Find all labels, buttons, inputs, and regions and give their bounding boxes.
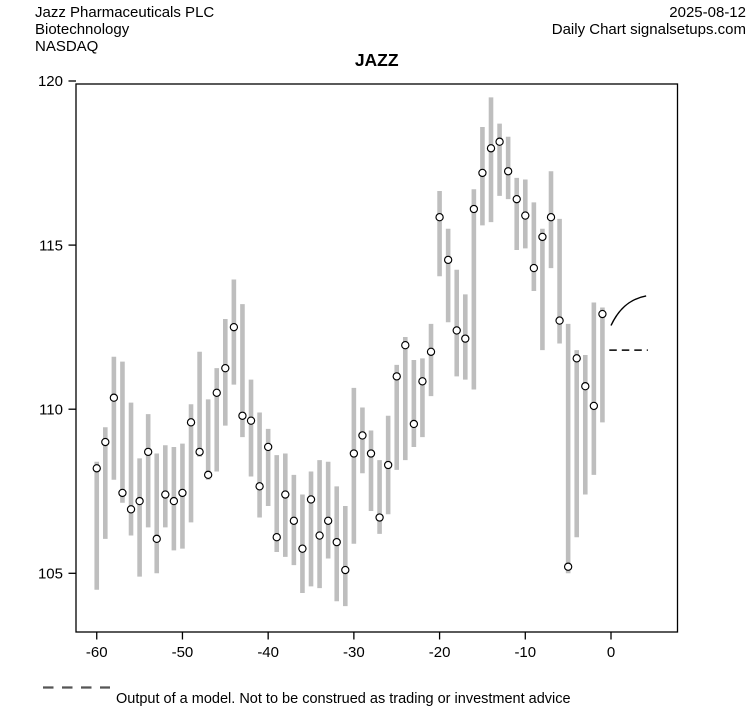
price-point [546, 213, 556, 222]
disclaimer-text: Output of a model. Not to be construed a… [116, 691, 571, 707]
price-point [375, 513, 384, 522]
price-point [469, 204, 479, 214]
price-point [109, 393, 119, 402]
price-point [118, 488, 127, 498]
price-point [418, 377, 427, 386]
price-point [298, 544, 307, 553]
x-axis-tick-label: -50 [172, 644, 194, 661]
price-point [178, 488, 187, 498]
price-point [349, 449, 359, 458]
y-axis-tick-label: 110 [39, 401, 63, 418]
exchange-label: NASDAQ [35, 38, 98, 55]
price-point [221, 363, 230, 373]
price-point [486, 144, 496, 153]
y-axis-tick-label: 105 [38, 566, 63, 583]
price-point [383, 460, 393, 470]
price-point [143, 447, 153, 457]
price-point [289, 516, 299, 525]
price-point [161, 490, 170, 499]
price-point [281, 490, 290, 499]
price-point [263, 442, 273, 452]
price-point [92, 464, 101, 473]
x-axis-tick-label: -40 [257, 644, 279, 661]
price-point [503, 167, 513, 176]
plot-border [75, 83, 679, 633]
price-point [152, 534, 161, 544]
footer: Output of a model. Not to be construed a… [43, 686, 571, 707]
price-point [512, 194, 521, 204]
price-point [572, 354, 581, 363]
chart-date: 2025-08-12 [669, 4, 746, 21]
price-point [426, 347, 436, 356]
plot-area: 105 110 115 120 -60 -50 -40 -30 -20 -10 0 [38, 73, 679, 661]
x-axis-tick-label: -30 [343, 644, 365, 661]
price-point [401, 341, 410, 350]
price-point [366, 449, 376, 458]
price-point [126, 505, 136, 514]
price-point [323, 516, 333, 525]
price-point [255, 482, 264, 491]
price-point [212, 388, 221, 397]
price-point [169, 496, 179, 506]
price-point [589, 401, 599, 411]
price-point [392, 372, 401, 381]
price-point [332, 537, 341, 547]
company-name: Jazz Pharmaceuticals PLC [35, 4, 214, 21]
price-point [555, 316, 564, 325]
price-point [229, 322, 239, 332]
x-axis-tick-label: -20 [429, 644, 451, 661]
price-point [538, 232, 547, 242]
y-axis-tick-label: 115 [39, 237, 63, 254]
chart-source-line: Daily Chart signalsetups.com [552, 21, 746, 38]
price-point [563, 562, 573, 571]
price-point [409, 419, 419, 429]
header: Jazz Pharmaceuticals PLC Biotechnology N… [35, 4, 746, 55]
price-point [341, 565, 350, 575]
price-point [195, 447, 204, 457]
price-point [452, 326, 461, 335]
price-point [315, 531, 324, 540]
price-point [529, 263, 539, 273]
x-axis-tick-label: -60 [86, 644, 108, 661]
price-point [461, 334, 470, 343]
price-point [581, 382, 590, 391]
price-point [101, 437, 110, 447]
chart-title: JAZZ [355, 50, 399, 70]
price-point [186, 418, 196, 427]
price-point [203, 470, 213, 480]
price-point [478, 168, 487, 178]
forecast-curve [610, 295, 647, 326]
sector-label: Biotechnology [35, 21, 130, 38]
price-point [135, 496, 144, 506]
price-point [272, 533, 281, 542]
price-point [238, 411, 247, 420]
price-point [443, 255, 453, 265]
price-point [435, 213, 444, 222]
price-point [598, 309, 607, 319]
price-point [246, 416, 256, 425]
price-point [521, 211, 530, 220]
price-point [358, 431, 367, 440]
price-point [495, 137, 504, 146]
price-point [306, 495, 316, 504]
y-axis-tick-label: 120 [38, 73, 63, 90]
x-axis-tick-label: -10 [514, 644, 536, 661]
x-axis-tick-label: 0 [607, 644, 615, 661]
